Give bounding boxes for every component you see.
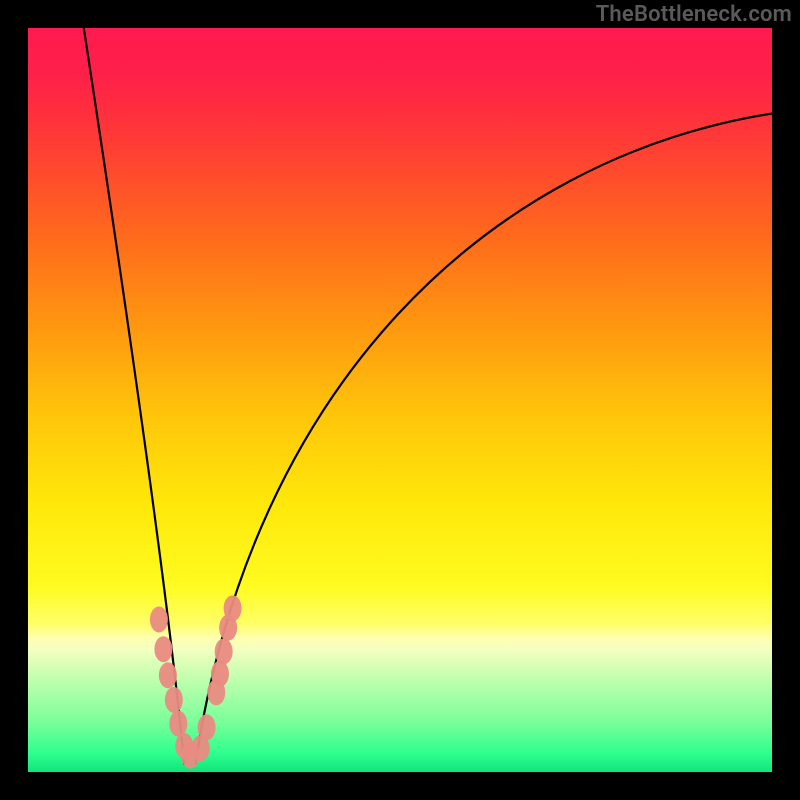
- chart-stage: TheBottleneck.com: [0, 0, 800, 800]
- sample-marker: [215, 638, 233, 664]
- bottleneck-chart-svg: [0, 0, 800, 800]
- sample-marker: [154, 636, 172, 662]
- sample-marker: [150, 606, 168, 632]
- sample-marker: [198, 714, 216, 740]
- watermark-text: TheBottleneck.com: [596, 2, 792, 27]
- sample-marker: [224, 595, 242, 621]
- sample-marker: [169, 711, 187, 737]
- sample-marker: [159, 662, 177, 688]
- sample-marker: [165, 687, 183, 713]
- sample-marker: [211, 661, 229, 687]
